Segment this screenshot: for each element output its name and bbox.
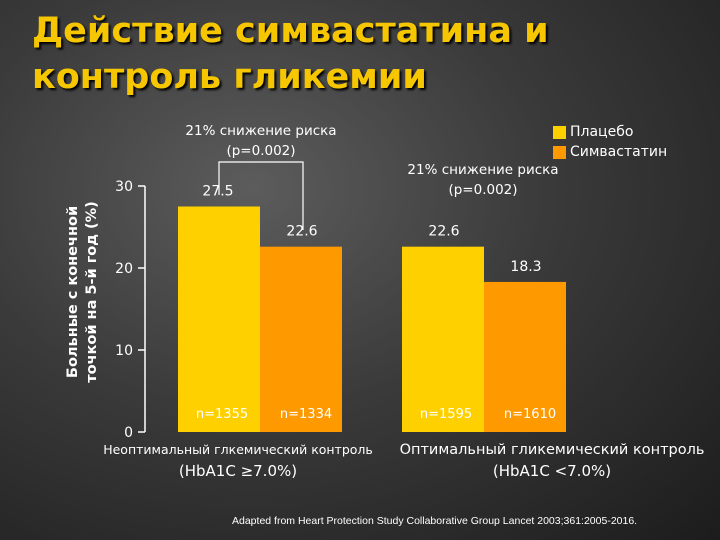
- category-sublabel: (HbA1C ≥7.0%): [179, 462, 297, 480]
- annotation-line: (p=0.002): [448, 182, 517, 198]
- bar-value-label: 22.6: [428, 224, 459, 240]
- y-tick-label: 30: [115, 179, 133, 195]
- bar-n-label: n=1595: [420, 407, 472, 422]
- annotation-line: (p=0.002): [226, 143, 295, 159]
- bar-value-label: 22.6: [286, 224, 317, 240]
- bar-1-2: [260, 246, 342, 432]
- legend: Плацебо Симвастатин: [553, 122, 667, 162]
- bar-2-1: [402, 246, 484, 432]
- y-tick-label: 10: [115, 343, 133, 359]
- category-label: Оптимальный гликемический контроль: [400, 442, 705, 458]
- y-axis-title: Больные с конечной точкой на 5-й год (%): [65, 201, 100, 383]
- y-tick-label: 20: [115, 261, 133, 277]
- title-line-1: Действие симвастатина и: [32, 11, 549, 51]
- bar-2-2: [484, 281, 566, 432]
- annotation-line: 21% снижение риска: [185, 123, 336, 139]
- y-axis-title-line: точкой на 5-й год (%): [84, 201, 100, 383]
- significance-bracket: [218, 161, 304, 230]
- page-title: Действие симвастатина и контроль гликеми…: [32, 8, 632, 100]
- legend-swatch-placebo: [553, 125, 566, 139]
- bar-n-label: n=1355: [196, 407, 248, 422]
- legend-swatch-simvastatin: [553, 145, 566, 159]
- bar-n-label: n=1334: [280, 407, 332, 422]
- category-sublabel: (HbA1C <7.0%): [493, 462, 611, 480]
- category-label: Неоптимальный глкемический контроль: [103, 442, 373, 457]
- annotation-line: 21% снижение риска: [407, 162, 558, 178]
- bar-n-label: n=1610: [504, 407, 556, 422]
- legend-label-simvastatin: Симвастатин: [570, 144, 668, 160]
- bar-value-label: 27.5: [202, 184, 233, 200]
- legend-item-simvastatin: Симвастатин: [553, 142, 667, 162]
- y-axis-title-line: Больные с конечной: [65, 206, 81, 378]
- legend-item-placebo: Плацебо: [553, 122, 667, 142]
- y-tick-label: 0: [124, 425, 133, 441]
- bar-value-label: 18.3: [510, 259, 541, 275]
- bar-1-1: [178, 206, 260, 432]
- source-citation: Adapted from Heart Protection Study Coll…: [232, 515, 638, 527]
- title-line-2: контроль гликемии: [32, 57, 427, 97]
- legend-label-placebo: Плацебо: [570, 124, 634, 140]
